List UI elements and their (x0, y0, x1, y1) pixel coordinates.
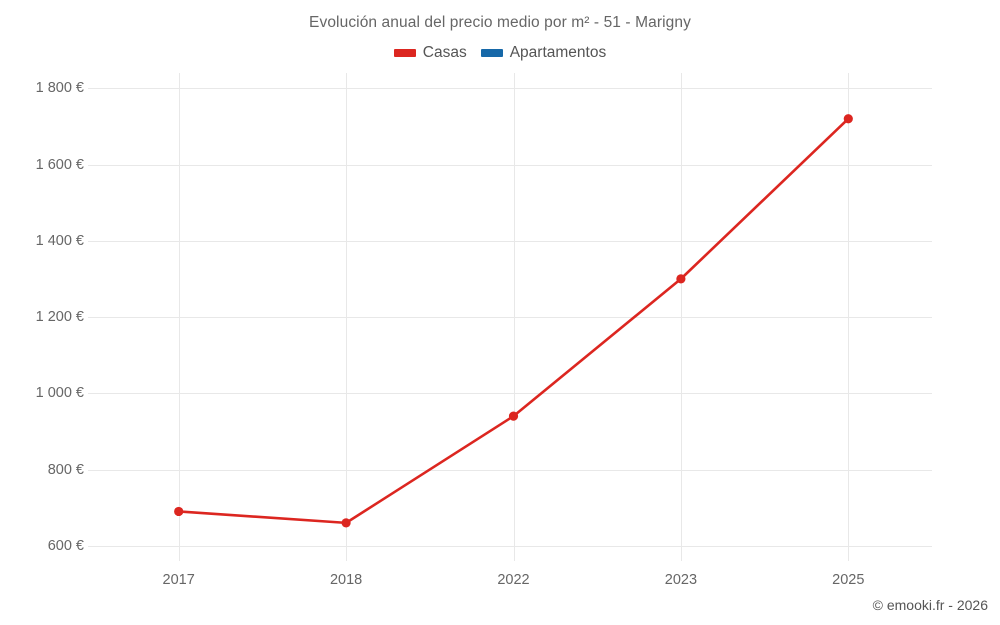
gridline-horizontal (88, 317, 932, 318)
x-axis-tick-label: 2023 (664, 572, 698, 588)
y-axis-tick-label: 1 400 € (35, 232, 84, 249)
gridline-vertical (178, 73, 180, 561)
gridline-horizontal (88, 88, 932, 90)
y-axis-tick-label: 600 € (47, 537, 84, 554)
legend-item-apartamentos[interactable]: Apartamentos (480, 44, 607, 62)
x-axis-tick-label: 2025 (832, 572, 865, 588)
x-axis-tick-label: 2022 (497, 572, 530, 588)
chart-legend: Casas Apartamentos (0, 44, 1000, 62)
footer-credit: © emooki.fr - 2026 (872, 597, 988, 613)
y-axis-tick-label: 1 600 € (35, 156, 84, 173)
plot-area (88, 73, 932, 561)
x-axis-tick-label: 2018 (329, 572, 363, 588)
chart-title: Evolución anual del precio medio por m² … (309, 14, 691, 31)
y-axis-tick-label: 1 200 € (35, 309, 84, 325)
gridline-horizontal (88, 240, 932, 242)
gridline-horizontal (88, 164, 932, 166)
gridline-vertical (680, 73, 682, 561)
gridline-horizontal (88, 469, 932, 471)
y-axis-tick-label: 1 800 € (35, 80, 84, 97)
legend-label-casas: Casas (422, 44, 467, 61)
legend-swatch-apartamentos (480, 49, 503, 57)
y-axis-tick-labels: 600 € 800 € 1 000 € 1 200 € 1 400 € 1 600 € 1 … (0, 73, 84, 561)
gridline-horizontal (88, 393, 932, 395)
legend-label-apartamentos: Apartamentos (509, 44, 607, 61)
x-axis-tick-label: 2017 (162, 572, 195, 588)
y-axis-tick-label: 1 000 € (35, 385, 84, 402)
gridline-vertical (848, 73, 850, 561)
y-axis-tick-label: 800 € (47, 461, 84, 478)
legend-swatch-casas (393, 49, 416, 57)
gridline-vertical (513, 73, 515, 561)
gridline-horizontal (88, 545, 932, 547)
legend-item-casas[interactable]: Casas (393, 44, 467, 62)
gridline-vertical (346, 73, 348, 561)
